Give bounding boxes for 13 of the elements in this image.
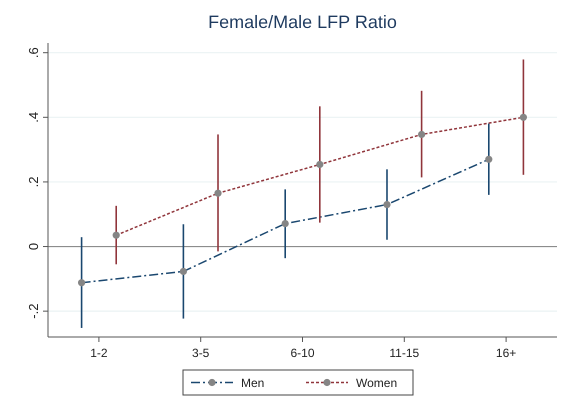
y-tick-label: .4 — [26, 112, 41, 123]
x-tick-label: 1-2 — [90, 346, 108, 360]
legend-label: Women — [356, 376, 398, 390]
y-tick-label: .2 — [26, 176, 41, 188]
chart-title: Female/Male LFP Ratio — [208, 12, 397, 32]
x-tick-label: 11-15 — [389, 346, 420, 360]
legend-label: Men — [241, 376, 264, 390]
y-tick-label: .6 — [26, 47, 41, 58]
x-tick-label: 6-10 — [290, 346, 315, 360]
x-tick-label: 16+ — [496, 346, 516, 360]
y-tick-label: 0 — [26, 242, 41, 250]
x-tick-label: 3-5 — [192, 346, 210, 360]
y-tick-label: -.2 — [26, 304, 41, 319]
